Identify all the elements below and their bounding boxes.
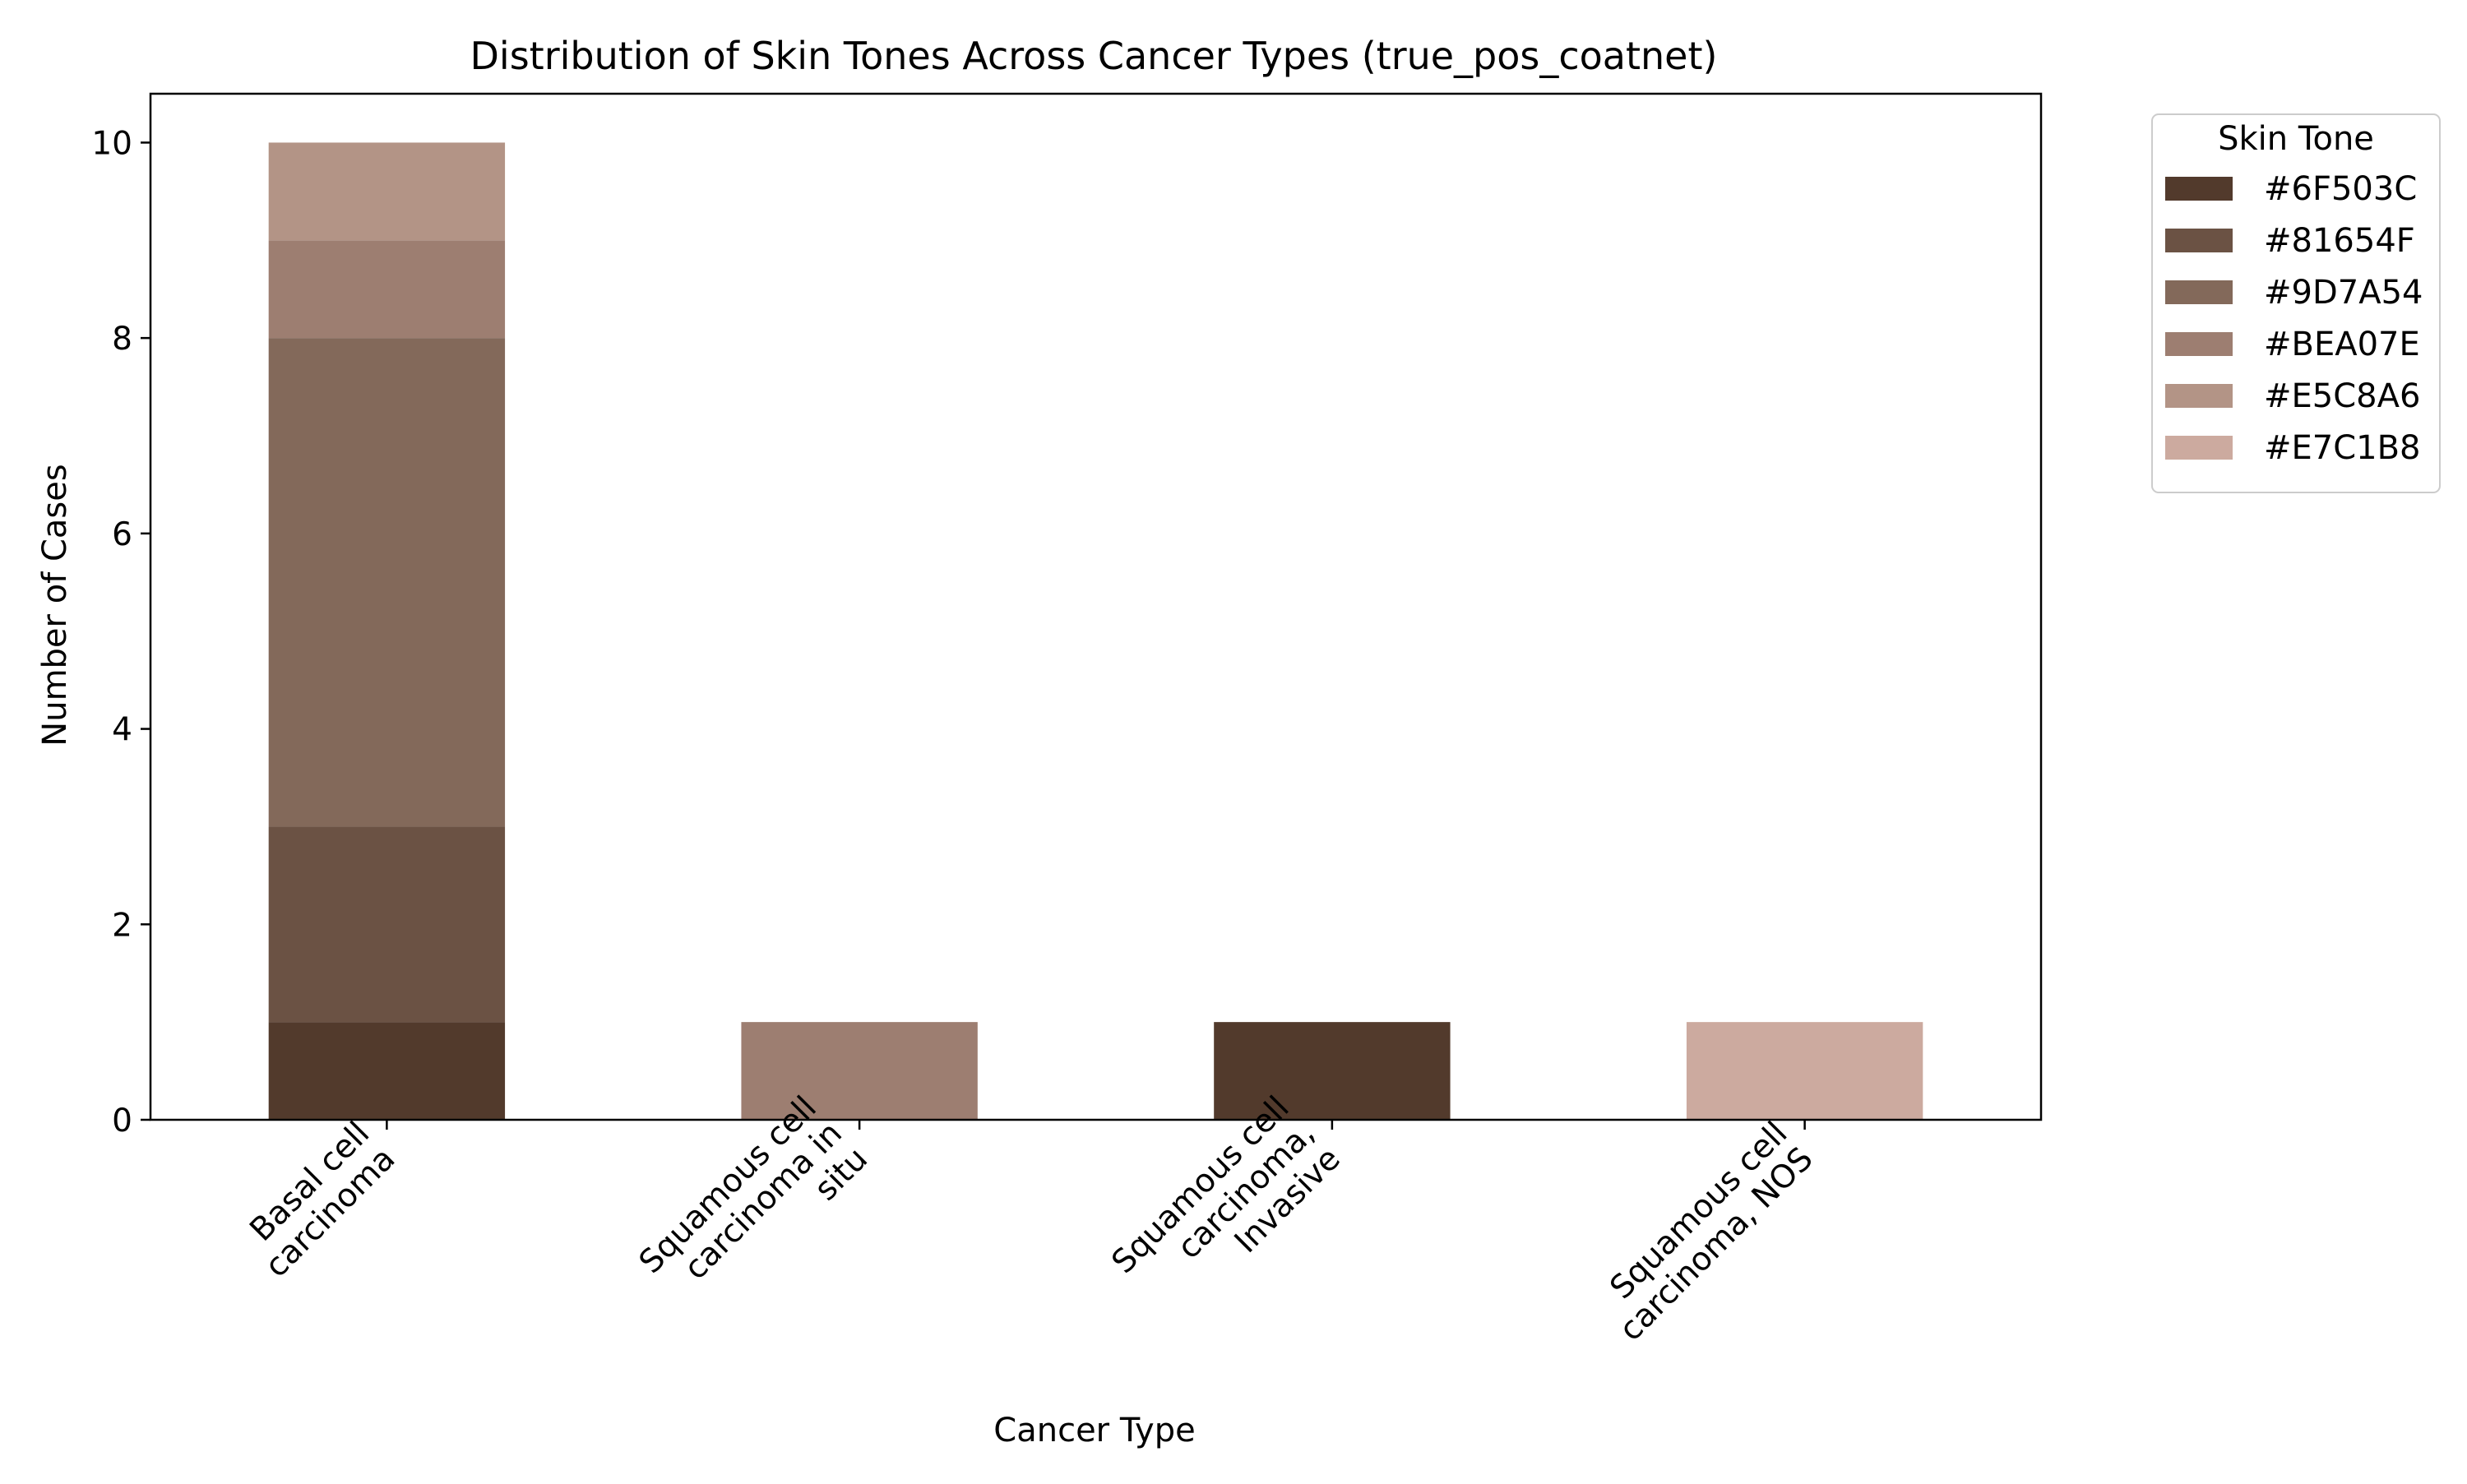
x-axis-label: Cancer Type <box>993 1412 1195 1449</box>
legend-label: #81654F <box>2264 222 2415 260</box>
legend-swatch <box>2165 384 2233 408</box>
legend-label: #6F503C <box>2264 170 2417 208</box>
bar-segment <box>268 826 506 1023</box>
legend-label: #9D7A54 <box>2264 274 2423 312</box>
bar-segment <box>268 1022 506 1120</box>
legend-swatch <box>2165 280 2233 304</box>
x-tick-label: Basal cellcarcinoma <box>233 1115 403 1285</box>
x-tick-label: Squamous cellcarcinoma insitu <box>632 1089 875 1332</box>
chart-title: Distribution of Skin Tones Across Cancer… <box>470 34 1718 78</box>
legend-swatch <box>2165 332 2233 356</box>
plot-frame <box>149 92 2043 1121</box>
bar-segment <box>1214 1022 1451 1120</box>
x-tick-label: Squamous cellcarcinoma,Invasive <box>1105 1089 1348 1332</box>
legend-title: Skin Tone <box>2218 120 2374 158</box>
bar-segment <box>741 1022 978 1120</box>
legend-swatch <box>2165 229 2233 252</box>
bar-segment <box>268 338 506 827</box>
bar-segment <box>268 240 506 339</box>
y-tick-label: 0 <box>112 1103 132 1140</box>
legend-label: #BEA07E <box>2264 326 2420 363</box>
legend-swatch <box>2165 436 2233 460</box>
legend-swatch <box>2165 177 2233 201</box>
y-axis-label: Number of Cases <box>36 464 74 746</box>
y-tick-label: 4 <box>112 712 132 749</box>
y-tick-label: 2 <box>112 907 132 944</box>
y-tick-label: 8 <box>112 321 132 358</box>
bar-segment <box>268 142 506 241</box>
legend: Skin Tone #6F503C #81654F #9D7A54 #BEA07E #E5… <box>2151 113 2441 493</box>
legend-label: #E5C8A6 <box>2264 377 2420 415</box>
x-tick-label: Squamous cellcarcinoma, NOS <box>1587 1115 1821 1348</box>
plot-area: 0 2 4 6 8 10 Basal cellcarcinoma Squamous cellc… <box>91 92 2043 1348</box>
y-tick-label: 10 <box>91 125 132 162</box>
y-tick-label: 6 <box>112 516 132 553</box>
bar-segment <box>1686 1022 1923 1120</box>
legend-label: #E7C1B8 <box>2264 429 2421 467</box>
